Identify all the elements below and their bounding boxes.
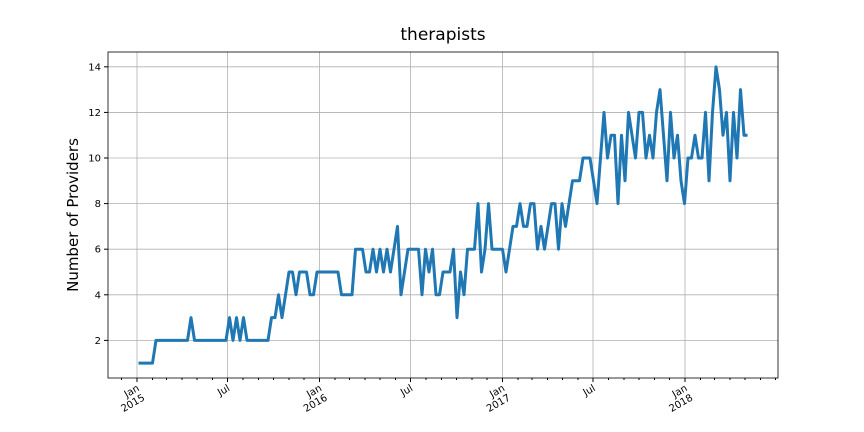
x-tick-label: Jan2015 [114,383,147,415]
x-tick-label: Jul [581,383,598,399]
data-line [138,65,748,365]
y-tick-label: 2 [95,336,101,347]
y-tick-label: 14 [88,62,101,73]
y-axis-label: Number of Providers [64,138,82,292]
x-tick-label: Jan2017 [479,383,512,415]
y-tick-label: 12 [88,108,101,119]
y-tick-label: 10 [88,154,101,165]
x-tick-label: Jan2016 [296,383,329,415]
x-tick-label: Jan2018 [662,383,695,415]
y-tick-label: 6 [95,245,101,256]
plot-frame [107,51,779,379]
y-tick-label: 8 [95,199,101,210]
x-tick-label: Jul [398,383,415,399]
y-tick-label: 4 [95,290,101,301]
x-tick-label: Jul [215,383,232,399]
chart-title: therapists [400,25,485,45]
